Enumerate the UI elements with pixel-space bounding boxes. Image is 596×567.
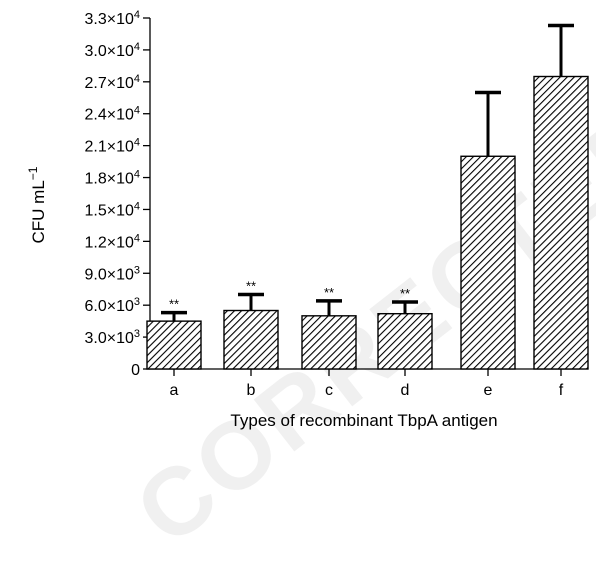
y-tick-label: 2.4×104 bbox=[84, 105, 140, 124]
y-tick-label: 9.0×103 bbox=[84, 264, 140, 283]
y-tick-label: 1.2×104 bbox=[84, 232, 140, 251]
x-tick-label: d bbox=[401, 382, 410, 399]
bar bbox=[377, 312, 433, 370]
y-axis-label: CFU mL−1 bbox=[26, 166, 48, 243]
significance-label: ** bbox=[169, 297, 179, 312]
y-tick-label: 3.3×104 bbox=[84, 9, 140, 28]
y-tick-label: 1.5×104 bbox=[84, 200, 140, 219]
y-tick-label: 1.8×104 bbox=[84, 169, 140, 188]
bar-chart: 0 3.0×103 6.0×103 9.0×103 1.2×104 1.5×104 1.8×… bbox=[26, 9, 589, 430]
x-tick-label: f bbox=[559, 382, 564, 399]
bar bbox=[301, 315, 357, 370]
x-axis: a b c d e f bbox=[150, 368, 580, 399]
y-axis: 0 3.0×103 6.0×103 9.0×103 1.2×104 1.5×104 1.8×… bbox=[84, 9, 151, 379]
x-tick-label: e bbox=[484, 382, 493, 399]
bar bbox=[533, 75, 589, 370]
x-axis-label: Types of recombinant TbpA antigen bbox=[230, 411, 497, 430]
y-tick-label: 3.0×104 bbox=[84, 41, 140, 60]
y-tick-label: 3.0×103 bbox=[84, 328, 140, 347]
y-tick-label: 6.0×103 bbox=[84, 296, 140, 315]
y-tick-label: 2.1×104 bbox=[84, 137, 140, 156]
significance-label: ** bbox=[324, 285, 334, 300]
y-tick-label: 0 bbox=[131, 362, 140, 379]
bar bbox=[460, 155, 516, 370]
bars-group: ** ** ** ** bbox=[146, 23, 589, 370]
bar bbox=[223, 309, 279, 370]
x-tick-label: a bbox=[170, 382, 179, 399]
x-tick-label: b bbox=[247, 382, 256, 399]
significance-label: ** bbox=[400, 286, 410, 301]
y-tick-label: 2.7×104 bbox=[84, 73, 140, 92]
x-tick-label: c bbox=[325, 382, 333, 399]
significance-label: ** bbox=[246, 279, 256, 294]
bar bbox=[146, 320, 202, 370]
